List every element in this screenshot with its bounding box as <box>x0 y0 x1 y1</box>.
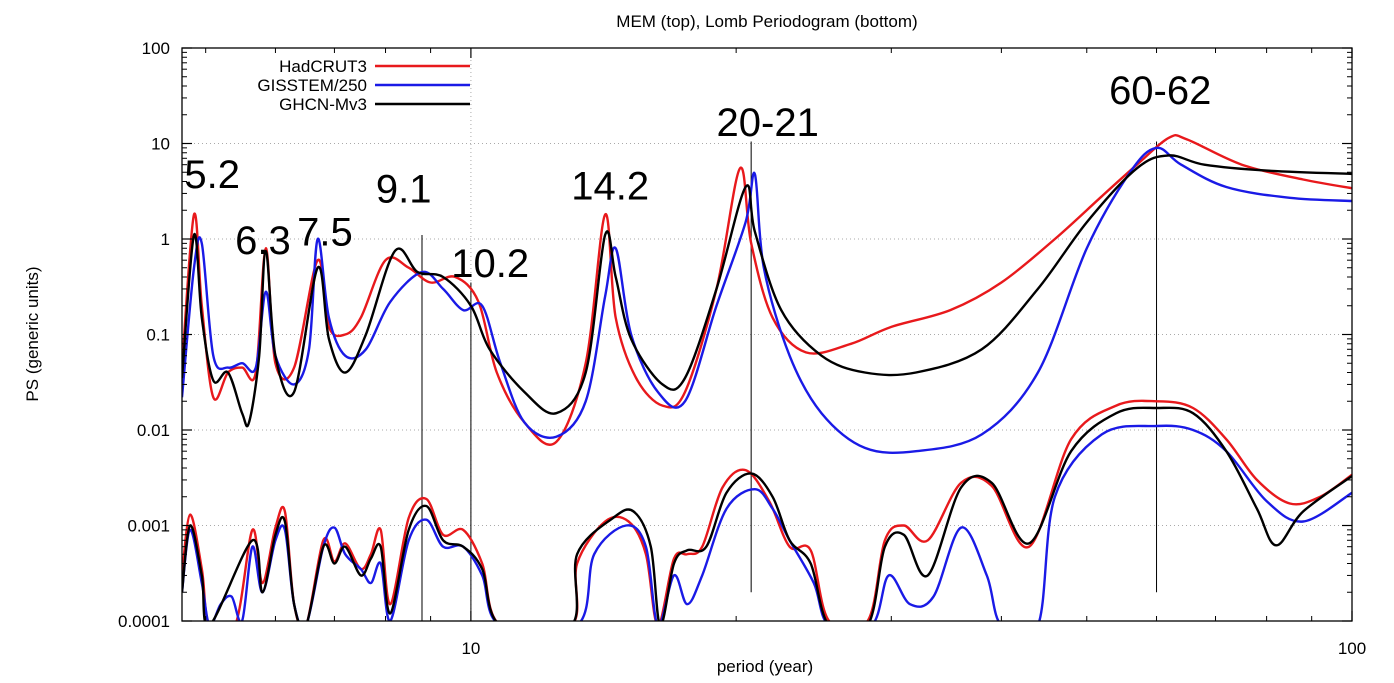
annotation-label: 14.2 <box>571 164 649 208</box>
series-line-gisstem-250-mem <box>182 146 1352 454</box>
legend-label: GHCN-Mv3 <box>279 95 367 114</box>
x-tick-label: 10 <box>461 639 480 658</box>
series-line-ghcn-mv3-mem <box>182 154 1352 428</box>
annotations: 5.2 6.3 7.5 9.1 10.2 14.2 20-21 60-62 <box>184 69 1211 286</box>
x-axis-label: period (year) <box>717 657 813 676</box>
annotation-label: 9.1 <box>376 168 432 212</box>
legend-label: HadCRUT3 <box>279 57 367 76</box>
y-tick-label: 0.1 <box>146 326 170 345</box>
annotation-label: 60-62 <box>1109 69 1211 113</box>
legend-label: GISSTEM/250 <box>257 76 367 95</box>
axis-ticks: 0.0001 0.001 0.01 0.1 1 10 100 10 100 <box>118 39 1366 658</box>
y-tick-label: 0.0001 <box>118 612 170 631</box>
y-tick-label: 0.01 <box>137 421 170 440</box>
y-tick-label: 1 <box>161 230 170 249</box>
x-tick-label: 100 <box>1338 639 1366 658</box>
y-tick-label: 0.001 <box>127 517 170 536</box>
series-line-ghcn-mv3-lomb <box>182 406 1352 621</box>
annotation-label: 7.5 <box>297 211 353 255</box>
annotation-label: 10.2 <box>451 242 529 286</box>
y-tick-label: 10 <box>151 135 170 154</box>
series-line-gisstem-250-lomb <box>182 424 1352 621</box>
annotation-label: 20-21 <box>717 101 819 145</box>
grid <box>182 48 1352 621</box>
y-tick-label: 100 <box>142 39 170 58</box>
annotation-label: 5.2 <box>184 153 240 197</box>
chart-title: MEM (top), Lomb Periodogram (bottom) <box>616 12 917 31</box>
series-line-hadcrut3-lomb <box>182 399 1352 621</box>
y-axis-label: PS (generic units) <box>23 266 42 401</box>
series-lines <box>182 134 1352 621</box>
annotation-label: 6.3 <box>235 219 291 263</box>
series-line-hadcrut3-mem <box>182 134 1352 446</box>
